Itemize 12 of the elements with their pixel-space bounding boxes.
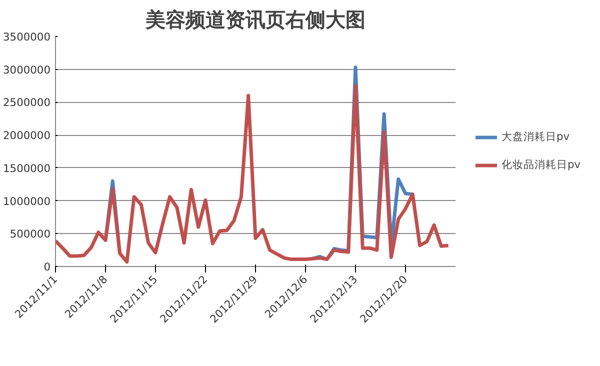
y-tick-label: 3000000 — [3, 63, 51, 76]
legend-label: 大盘消耗日pv — [501, 130, 570, 144]
y-tick-label: 2000000 — [3, 129, 51, 142]
legend-label: 化妆品消耗日pv — [501, 158, 581, 172]
y-tick-label: 0 — [44, 260, 51, 274]
y-tick-label: 1000000 — [3, 194, 51, 208]
chart-title: 美容频道资讯页右侧大图 — [144, 8, 366, 32]
y-tick-label: 500000 — [10, 228, 51, 241]
y-tick-label: 1500000 — [3, 162, 51, 175]
line-series — [56, 84, 450, 264]
y-tick-label: 3500000 — [3, 30, 51, 44]
y-tick-label: 2500000 — [3, 96, 51, 110]
